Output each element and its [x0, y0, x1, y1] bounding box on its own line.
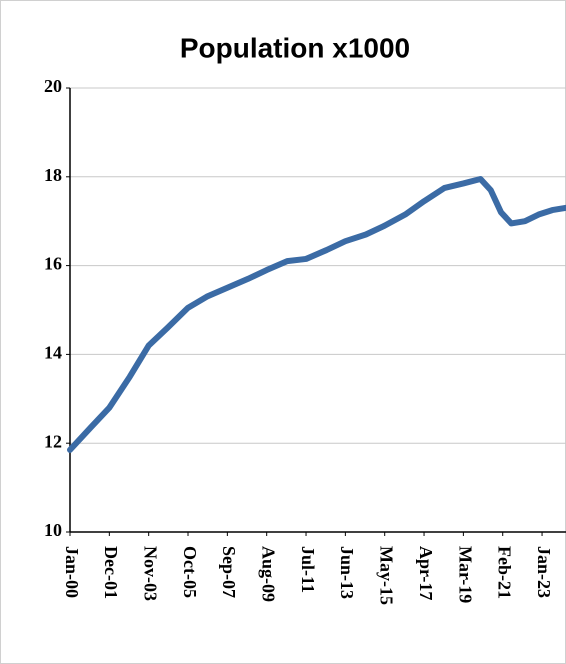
y-tick-label: 16: [44, 254, 62, 274]
y-tick-label: 20: [44, 76, 62, 96]
x-tick-label: Sep-07: [219, 546, 239, 598]
y-tick-label: 18: [44, 165, 62, 185]
x-tick-label: Dec-01: [101, 546, 121, 599]
x-tick-label: Aug-09: [259, 546, 279, 602]
data-line: [67, 176, 566, 453]
x-tick-label: Jan-23: [534, 546, 554, 598]
x-tick-label: Apr-17: [416, 546, 436, 600]
x-tick-label: Nov-03: [141, 546, 161, 601]
x-tick-label: Jun-13: [337, 546, 357, 599]
y-tick-label: 14: [44, 343, 62, 363]
y-tick-label: 12: [44, 431, 62, 451]
y-tick-label: 10: [44, 520, 62, 540]
x-tick-label: Jul-11: [298, 546, 318, 593]
x-tick-label: May-15: [377, 546, 397, 605]
x-tick-label: Oct-05: [180, 546, 200, 598]
x-tick-label: Mar-19: [455, 546, 475, 603]
x-tick-label: Feb-21: [495, 546, 515, 599]
x-tick-label: Jan-00: [62, 546, 82, 598]
chart-title: Population x1000: [180, 32, 410, 63]
